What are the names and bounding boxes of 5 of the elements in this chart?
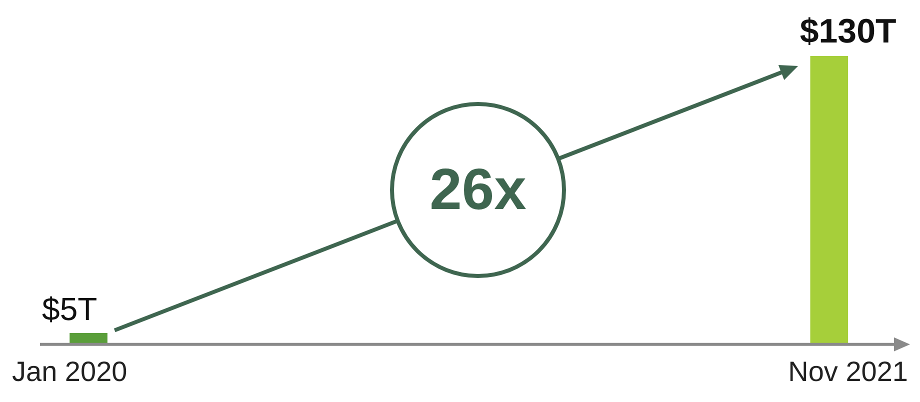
data-label: $130T xyxy=(800,12,897,50)
x-tick-label: Jan 2020 xyxy=(12,356,128,387)
annotation: 26x xyxy=(430,157,526,222)
data-label: $5T xyxy=(42,291,98,328)
x-tick-label: Nov 2021 xyxy=(788,356,908,387)
